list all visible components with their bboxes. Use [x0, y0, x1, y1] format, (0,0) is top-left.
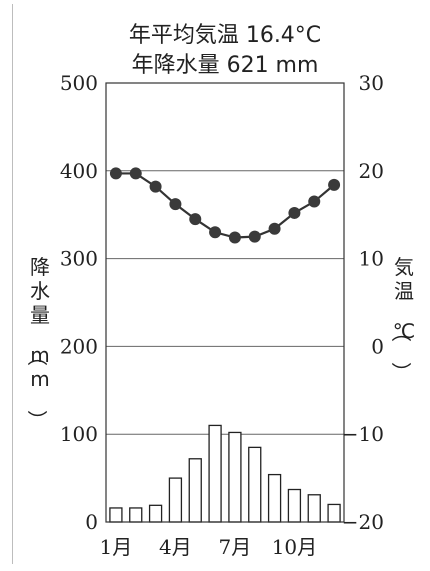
temperature-tick-label: 20 — [359, 159, 384, 183]
month-tick-label: 4月 — [159, 535, 192, 559]
precipitation-tick-label: 300 — [60, 247, 98, 271]
temperature-line — [109, 167, 341, 244]
month-tick-label: 10月 — [272, 535, 317, 559]
precipitation-tick-label: 0 — [85, 510, 98, 534]
month-tick-label: 1月 — [100, 535, 133, 559]
temperature-point-9 — [268, 222, 281, 235]
temperature-point-8 — [248, 230, 261, 243]
grid-lines — [106, 170, 344, 435]
precipitation-bar-11 — [307, 494, 321, 523]
precipitation-tick-label: 500 — [60, 71, 98, 95]
month-tick-label: 7月 — [219, 535, 252, 559]
temperature-tick-label: 30 — [359, 71, 384, 95]
temperature-polyline — [115, 172, 335, 239]
temperature-point-12 — [328, 178, 341, 191]
temperature-point-10 — [288, 206, 301, 219]
temperature-axis-label: 気温（℃） — [389, 255, 415, 382]
precipitation-bar-4 — [168, 477, 183, 523]
chart-title: 年平均気温 16.4°C — [129, 23, 321, 48]
precipitation-bar-7 — [228, 431, 242, 523]
precipitation-bar-10 — [287, 488, 302, 523]
temperature-tick-label: 10 — [359, 247, 384, 271]
precipitation-bars — [109, 424, 341, 523]
plot-area — [105, 82, 345, 523]
precipitation-tick-label: 200 — [60, 334, 98, 358]
precipitation-axis: 0 100 200 300 400 500 — [60, 71, 98, 534]
temperature-point-5 — [189, 213, 202, 226]
temperature-tick-label: −10 — [342, 422, 384, 446]
precipitation-axis-title: 降水量（m m） — [25, 255, 50, 430]
precipitation-bar-3 — [148, 504, 163, 523]
precipitation-bar-9 — [267, 473, 282, 523]
temperature-point-6 — [209, 226, 222, 239]
month-axis: 1月 4月 7月 10月 — [100, 535, 318, 559]
temperature-point-7 — [228, 231, 241, 244]
precipitation-bar-1 — [109, 507, 123, 523]
temperature-point-4 — [169, 198, 182, 211]
chart-subtitle: 年降水量 621 mm — [132, 53, 319, 78]
precipitation-axis-label: 降水量（m m） — [25, 255, 50, 430]
temperature-point-2 — [129, 167, 142, 180]
precipitation-tick-label: 400 — [60, 159, 98, 183]
precipitation-bar-2 — [129, 507, 143, 523]
precipitation-bar-8 — [248, 446, 262, 523]
precipitation-bar-6 — [208, 424, 222, 523]
temperature-point-1 — [109, 167, 122, 180]
temperature-axis-title: 気温（℃） — [389, 255, 415, 382]
temperature-point-11 — [308, 195, 321, 208]
temperature-tick-label: 0 — [371, 334, 384, 358]
temperature-tick-label: −20 — [342, 510, 384, 534]
temperature-axis: −20 −10 0 10 20 30 — [342, 71, 384, 534]
precipitation-bar-12 — [327, 503, 341, 523]
precipitation-tick-label: 100 — [60, 422, 98, 446]
temperature-point-3 — [149, 180, 162, 193]
chart-frame — [12, 4, 427, 564]
precipitation-bar-5 — [188, 458, 202, 523]
